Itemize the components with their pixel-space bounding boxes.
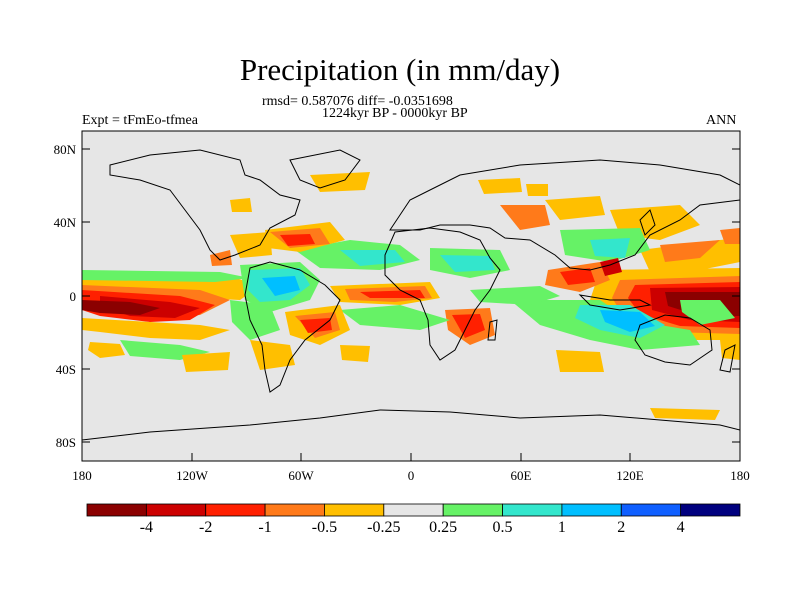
lon-tick-label: 60W bbox=[288, 468, 314, 483]
anomaly-contour bbox=[250, 340, 295, 370]
anomaly-contour bbox=[182, 352, 230, 372]
lat-tick-label: 80N bbox=[54, 142, 77, 157]
anomaly-contour bbox=[230, 300, 280, 340]
coastline-new-zealand bbox=[719, 344, 736, 373]
precip-anomaly-layer bbox=[82, 172, 740, 420]
anomaly-contour bbox=[680, 300, 735, 325]
anomaly-contour bbox=[280, 234, 315, 246]
colorbar-swatch bbox=[145, 503, 207, 517]
lat-tick-label: 40N bbox=[54, 215, 77, 230]
coastline-greenland bbox=[289, 149, 361, 189]
anomaly-contour bbox=[82, 270, 250, 282]
colorbar bbox=[86, 503, 741, 517]
colorbar-label: -4 bbox=[139, 519, 154, 536]
anomaly-contour bbox=[720, 338, 740, 360]
colorbar-label: 2 bbox=[617, 519, 626, 536]
colorbar-swatch bbox=[86, 503, 147, 517]
coastline-australia bbox=[634, 314, 713, 366]
lat-tick-label: 0 bbox=[70, 289, 77, 304]
anomaly-contour bbox=[230, 232, 272, 258]
colorbar-swatch bbox=[442, 503, 503, 517]
lon-tick-label: 120W bbox=[176, 468, 209, 483]
anomaly-contour bbox=[470, 286, 560, 305]
period-text: 1224kyr BP - 0000kyr BP bbox=[322, 106, 468, 121]
colorbar-swatch bbox=[264, 503, 325, 517]
colorbar-label: -0.25 bbox=[367, 519, 401, 536]
coastline-antarctica bbox=[82, 409, 740, 441]
colorbar-swatch bbox=[561, 503, 622, 517]
anomaly-contour bbox=[660, 240, 720, 262]
stats-text: rmsd= 0.587076 diff= -0.0351698 bbox=[262, 94, 453, 109]
anomaly-contour bbox=[440, 255, 495, 272]
lat-tick-label: 80S bbox=[56, 435, 76, 450]
anomaly-contour bbox=[360, 290, 425, 298]
anomaly-contour bbox=[500, 205, 550, 230]
lon-tick-label: 180 bbox=[72, 468, 92, 483]
anomaly-contour bbox=[82, 300, 160, 315]
lon-tick-label: 120E bbox=[616, 468, 644, 483]
anomaly-contour bbox=[600, 310, 655, 332]
anomaly-contour bbox=[230, 198, 252, 212]
coastlines bbox=[82, 149, 740, 441]
lon-axis bbox=[81, 453, 741, 461]
lon-tick-label: 180 bbox=[730, 468, 750, 483]
lon-tick-label: 60E bbox=[511, 468, 532, 483]
anomaly-contour bbox=[478, 178, 522, 194]
lon-tick-label: 0 bbox=[408, 468, 415, 483]
colorbar-label: 0.5 bbox=[492, 519, 513, 536]
anomaly-contour bbox=[300, 318, 332, 333]
colorbar-swatch bbox=[324, 503, 385, 517]
anomaly-contour bbox=[88, 342, 125, 358]
coastline-africa bbox=[384, 227, 501, 361]
anomaly-contour bbox=[340, 250, 405, 266]
coastline-south-america bbox=[244, 261, 341, 393]
season-label: ANN bbox=[706, 113, 737, 128]
colorbar-label: 1 bbox=[557, 519, 566, 536]
colorbar-label: 0.25 bbox=[429, 519, 458, 536]
anomaly-contour bbox=[340, 345, 370, 362]
colorbar-swatch bbox=[620, 503, 682, 517]
anomaly-contour bbox=[452, 314, 485, 338]
colorbar-swatch bbox=[205, 503, 266, 517]
anomaly-contour bbox=[210, 250, 232, 266]
anomaly-contour bbox=[340, 305, 450, 330]
colorbar-swatch bbox=[502, 503, 563, 517]
colorbar-swatch bbox=[680, 503, 741, 517]
colorbar-swatch bbox=[383, 503, 444, 517]
coastline-madagascar bbox=[487, 319, 498, 341]
anomaly-contour bbox=[720, 228, 740, 244]
colorbar-label: -2 bbox=[199, 519, 213, 536]
colorbar-label: -1 bbox=[258, 519, 272, 536]
anomaly-contour bbox=[556, 350, 604, 372]
coastline-japan bbox=[639, 209, 656, 236]
colorbar-label: 4 bbox=[676, 519, 685, 536]
lat-tick-label: 40S bbox=[56, 362, 76, 377]
coastline-europe-asia bbox=[389, 159, 740, 271]
anomaly-contour bbox=[545, 196, 605, 220]
colorbar-label: -0.5 bbox=[311, 519, 338, 536]
coastline-north-america bbox=[109, 149, 301, 261]
anomaly-contour bbox=[650, 408, 720, 420]
anomaly-contour bbox=[560, 268, 595, 285]
lat-axis bbox=[82, 148, 740, 443]
anomaly-contour bbox=[590, 238, 630, 258]
anomaly-contour bbox=[82, 318, 230, 340]
anomaly-contour bbox=[262, 276, 300, 296]
page-title: Precipitation (in mm/day) bbox=[239, 52, 561, 87]
anomaly-contour bbox=[526, 184, 548, 196]
tick-labels: 80N 40N 0 40S 80S 180 120W 60W 0 60E 120… bbox=[54, 142, 750, 483]
experiment-label: Expt = tFmEo-tfmea bbox=[82, 113, 198, 128]
coastline-indonesia bbox=[578, 294, 652, 311]
